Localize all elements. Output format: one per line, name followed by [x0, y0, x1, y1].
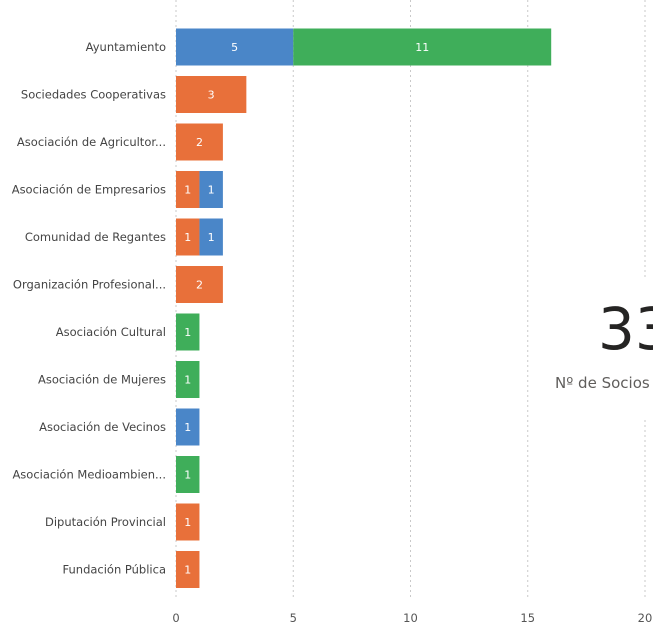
card-label: Nº de Socios: [555, 374, 650, 392]
bar-value-label: 1: [184, 184, 191, 197]
bar-segment: [176, 218, 200, 256]
bar-segment: [199, 171, 223, 208]
bar-value-label: 1: [208, 231, 215, 244]
bar-segment: [176, 76, 247, 113]
bar-value-label: 1: [184, 374, 191, 387]
card-background: [532, 280, 653, 420]
x-tick-label: 20: [638, 611, 653, 625]
bar-segment: [176, 551, 200, 588]
category-label: Asociación Cultural: [56, 325, 166, 339]
bar-segment: [199, 218, 223, 256]
bar-segment: [176, 266, 223, 303]
bar-value-label: 1: [184, 469, 191, 482]
category-label: Diputación Provincial: [45, 515, 166, 529]
bar-value-label: 2: [196, 279, 203, 292]
bar-value-label: 2: [196, 136, 203, 149]
bar-value-label: 1: [208, 184, 215, 197]
x-tick-label: 10: [403, 611, 418, 625]
bar-value-label: 1: [184, 421, 191, 434]
category-label: Ayuntamiento: [86, 40, 166, 54]
x-axis-ticks: 0 5 10 15 20: [172, 611, 652, 625]
bar-segment: [176, 123, 223, 161]
bar-segment: [176, 456, 200, 493]
category-label: Organización Profesional...: [13, 278, 166, 292]
card-value: 33: [598, 295, 653, 363]
bar-segment: [176, 313, 200, 351]
x-tick-label: 0: [172, 611, 179, 625]
bar-segment: [176, 503, 200, 541]
bar-value-label: 5: [231, 41, 238, 54]
category-label: Asociación de Vecinos: [39, 420, 166, 434]
category-label: Fundación Pública: [63, 563, 167, 577]
category-label: Asociación de Mujeres: [38, 373, 166, 387]
category-label: Asociación Medioambien...: [12, 468, 166, 482]
bar-value-label: 1: [184, 564, 191, 577]
category-label: Asociación de Empresarios: [12, 183, 166, 197]
bar-value-label: 1: [184, 326, 191, 339]
category-label: Comunidad de Regantes: [25, 230, 166, 244]
bar-segment: [293, 28, 552, 66]
x-tick-label: 5: [290, 611, 297, 625]
bar-segment: [176, 408, 200, 446]
x-tick-label: 15: [520, 611, 535, 625]
bar-segment: [176, 28, 294, 66]
bar-value-label: 1: [184, 516, 191, 529]
bar-value-label: 1: [184, 231, 191, 244]
bar-segment: [176, 361, 200, 398]
category-label: Sociedades Cooperativas: [21, 88, 166, 102]
bar-value-label: 3: [208, 89, 215, 102]
category-labels: Ayuntamiento Sociedades Cooperativas Asoci…: [12, 40, 166, 577]
bar-segment: [176, 171, 200, 208]
bar-value-label: 11: [415, 41, 429, 54]
category-label: Asociación de Agricultor...: [17, 135, 166, 149]
